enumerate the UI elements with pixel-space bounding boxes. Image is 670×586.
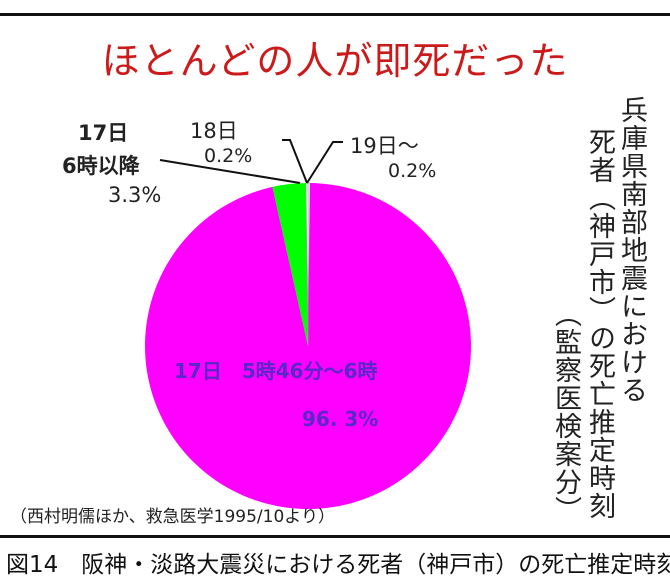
leader-line-19 bbox=[306, 141, 343, 184]
side-title-line-3: （監察医検案分） bbox=[550, 300, 581, 524]
bottom-rule bbox=[0, 535, 670, 538]
label-17-after6-pct: 3.3% bbox=[108, 183, 162, 207]
top-rule bbox=[0, 13, 670, 16]
side-title-line-1: 兵庫県南部地震における bbox=[616, 96, 647, 404]
leader-line-18 bbox=[282, 139, 308, 184]
pie-slice-2 bbox=[272, 183, 308, 346]
label-main-pct: 96. 3% bbox=[302, 407, 379, 431]
chart-title: ほとんどの人が即死だった bbox=[101, 39, 569, 83]
leader-line-17-after6 bbox=[159, 159, 301, 184]
figure-caption: 図14 阪神・淡路大震災における死者（神戸市）の死亡推定時刻 bbox=[6, 552, 670, 578]
label-17-after6-day: 17日 bbox=[78, 121, 129, 145]
source-note: （西村明儒ほか、救急医学1995/10より） bbox=[10, 507, 335, 527]
side-title-line-2: 死者（神戸市）の死亡推定時刻 bbox=[584, 128, 615, 520]
label-18-pct: 0.2% bbox=[204, 145, 253, 167]
label-17-after6-time: 6時以降 bbox=[62, 154, 140, 178]
label-19-pct: 0.2% bbox=[388, 160, 437, 182]
pie-slice-1 bbox=[145, 183, 472, 509]
label-19-day: 19日〜 bbox=[350, 134, 419, 158]
label-18-day: 18日 bbox=[190, 119, 238, 143]
label-main-time: 17日 5時46分〜6時 bbox=[174, 359, 378, 383]
